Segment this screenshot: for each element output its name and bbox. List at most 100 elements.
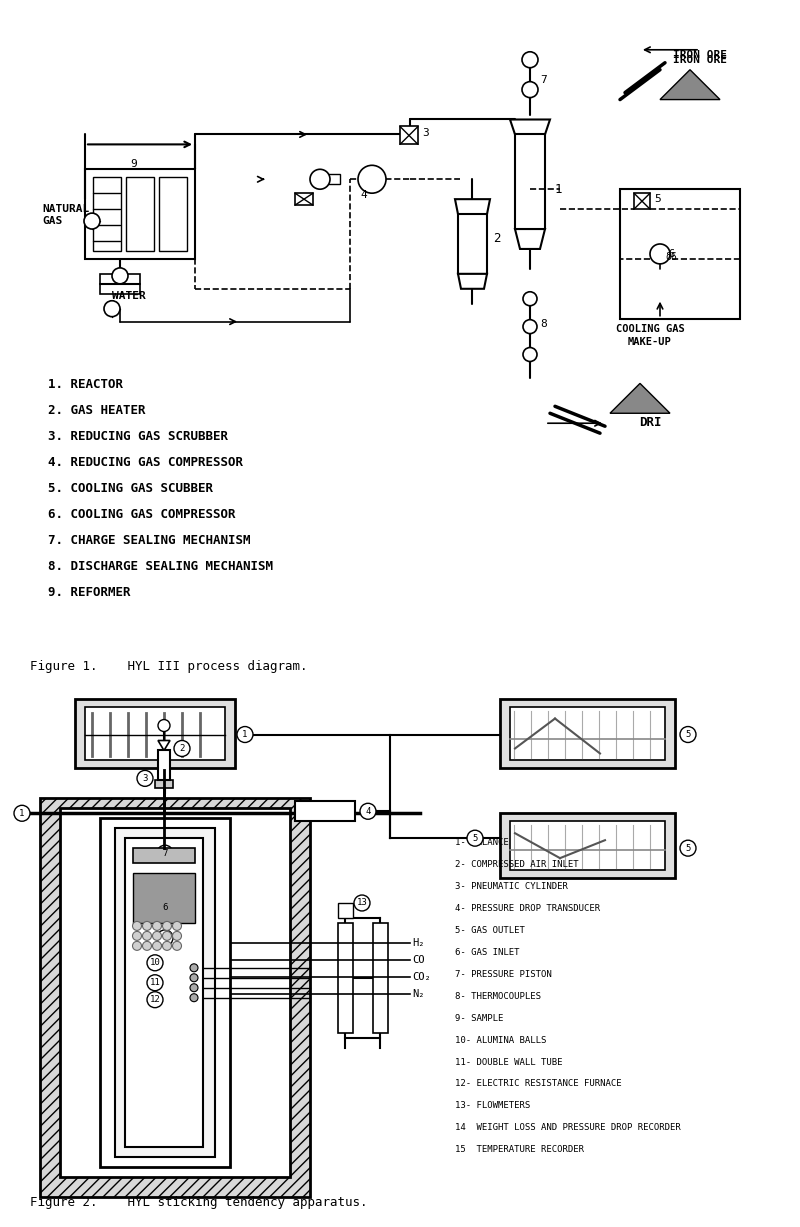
Text: Figure 1.    HYL III process diagram.: Figure 1. HYL III process diagram. — [30, 660, 307, 674]
Bar — [115, 828, 215, 1157]
Text: 3: 3 — [422, 129, 429, 139]
Bar — [400, 126, 418, 145]
Text: NATURAL: NATURAL — [42, 204, 90, 215]
Bar — [133, 848, 195, 863]
Bar — [295, 193, 313, 205]
Circle shape — [133, 921, 142, 930]
Text: IRON ORE: IRON ORE — [673, 55, 727, 65]
Polygon shape — [158, 741, 170, 751]
Bar — [158, 751, 170, 780]
Text: DRI: DRI — [638, 416, 662, 429]
Bar — [85, 707, 225, 761]
Text: 10- ALUMINA BALLS: 10- ALUMINA BALLS — [455, 1036, 546, 1044]
Polygon shape — [338, 903, 353, 918]
Bar — [634, 193, 650, 209]
Text: 5. COOLING GAS SCUBBER: 5. COOLING GAS SCUBBER — [48, 482, 213, 494]
Text: 6: 6 — [162, 903, 168, 913]
Circle shape — [157, 845, 173, 861]
Text: 3- PNEUMATIC CYLINDER: 3- PNEUMATIC CYLINDER — [455, 882, 568, 891]
Bar — [338, 923, 353, 1033]
Text: 7. CHARGE SEALING MECHANISM: 7. CHARGE SEALING MECHANISM — [48, 534, 250, 547]
Bar — [75, 698, 235, 768]
Bar — [125, 838, 203, 1147]
Circle shape — [650, 244, 670, 264]
Polygon shape — [458, 274, 487, 288]
Circle shape — [358, 166, 386, 193]
Text: 11: 11 — [150, 978, 160, 988]
Text: CO: CO — [412, 955, 425, 964]
Text: 7- PRESSURE PISTON: 7- PRESSURE PISTON — [455, 969, 552, 979]
Bar — [458, 213, 487, 274]
Circle shape — [14, 805, 30, 821]
Circle shape — [523, 320, 537, 334]
Circle shape — [133, 941, 142, 951]
Text: 8- THERMOCOUPLES: 8- THERMOCOUPLES — [455, 991, 541, 1001]
Bar — [133, 874, 195, 923]
Circle shape — [190, 974, 198, 982]
Text: N₂: N₂ — [412, 989, 425, 999]
Bar — [93, 177, 121, 252]
Text: CO₂: CO₂ — [412, 972, 430, 982]
Text: 1: 1 — [19, 809, 25, 817]
Bar — [510, 821, 665, 870]
Bar — [40, 799, 310, 1198]
Text: COOLING GAS: COOLING GAS — [616, 324, 684, 334]
Bar — [320, 174, 340, 184]
Text: 4. REDUCING GAS COMPRESSOR: 4. REDUCING GAS COMPRESSOR — [48, 456, 243, 469]
Circle shape — [153, 921, 162, 930]
Polygon shape — [455, 199, 490, 213]
Circle shape — [680, 840, 696, 856]
Circle shape — [310, 169, 330, 189]
Bar — [159, 177, 187, 252]
Circle shape — [162, 941, 171, 951]
Text: 1. REACTOR: 1. REACTOR — [48, 378, 123, 391]
Polygon shape — [660, 70, 720, 99]
Bar — [100, 274, 140, 293]
Text: 5: 5 — [472, 833, 478, 843]
Text: 9: 9 — [162, 934, 168, 942]
Circle shape — [360, 804, 376, 820]
Circle shape — [142, 941, 151, 951]
Circle shape — [133, 931, 142, 940]
Bar — [500, 698, 675, 768]
Bar — [126, 177, 154, 252]
Bar — [60, 809, 290, 1177]
Text: 6. COOLING GAS COMPRESSOR: 6. COOLING GAS COMPRESSOR — [48, 508, 235, 521]
Text: 7: 7 — [540, 75, 546, 85]
Text: 4: 4 — [360, 190, 366, 200]
Text: 2: 2 — [179, 744, 185, 753]
Text: 6- GAS INLET: 6- GAS INLET — [455, 947, 519, 957]
Text: 3: 3 — [142, 774, 148, 783]
Text: H₂: H₂ — [412, 937, 425, 948]
Circle shape — [157, 901, 173, 915]
Text: 14  WEIGHT LOSS AND PRESSURE DROP RECORDER: 14 WEIGHT LOSS AND PRESSURE DROP RECORDE… — [455, 1124, 681, 1133]
Circle shape — [147, 974, 163, 990]
Bar — [295, 801, 355, 821]
Text: 3. REDUCING GAS SCRUBBER: 3. REDUCING GAS SCRUBBER — [48, 431, 228, 443]
Text: 2: 2 — [493, 232, 501, 245]
Text: GAS: GAS — [42, 216, 62, 226]
Text: 6: 6 — [668, 249, 674, 259]
Circle shape — [190, 964, 198, 972]
Text: 10: 10 — [150, 958, 160, 967]
Circle shape — [467, 831, 483, 847]
Circle shape — [174, 741, 190, 756]
Bar — [85, 169, 195, 259]
Circle shape — [190, 994, 198, 1001]
Circle shape — [104, 301, 120, 317]
Text: 5- GAS OUTLET: 5- GAS OUTLET — [455, 926, 525, 935]
Text: 9- SAMPLE: 9- SAMPLE — [455, 1014, 503, 1022]
Circle shape — [522, 52, 538, 67]
Bar — [155, 780, 173, 789]
Text: MAKE-UP: MAKE-UP — [628, 336, 672, 346]
Text: 1: 1 — [242, 730, 248, 739]
Circle shape — [173, 931, 182, 940]
Circle shape — [523, 292, 537, 306]
Circle shape — [142, 921, 151, 930]
Text: 9: 9 — [130, 160, 137, 169]
Circle shape — [680, 726, 696, 742]
Text: 2- COMPRESSED AIR INLET: 2- COMPRESSED AIR INLET — [455, 860, 578, 869]
Polygon shape — [510, 119, 550, 135]
Text: 12- ELECTRIC RESISTANCE FURNACE: 12- ELECTRIC RESISTANCE FURNACE — [455, 1080, 622, 1088]
Text: Figure 2.    HYL sticking tendency apparatus.: Figure 2. HYL sticking tendency apparatu… — [30, 1196, 367, 1209]
